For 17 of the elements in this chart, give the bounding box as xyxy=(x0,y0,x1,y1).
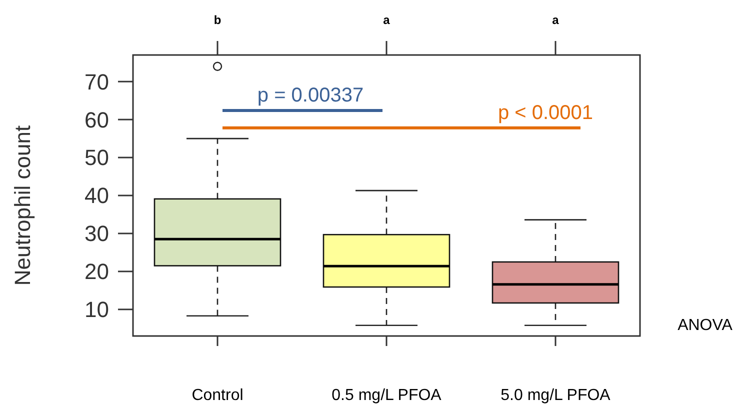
x-tick-label: 0.5 mg/L PFOA xyxy=(332,387,442,404)
y-tick-label: 20 xyxy=(84,259,109,284)
y-tick-label: 30 xyxy=(84,221,109,246)
y-tick-label: 60 xyxy=(84,107,109,132)
text: a xyxy=(383,13,390,27)
x-tick-label: Control xyxy=(192,387,244,404)
text: a xyxy=(552,13,560,27)
y-tick-label: 10 xyxy=(84,297,109,322)
x-tick-label: 5.0 mg/L PFOA xyxy=(500,387,611,404)
annotation: p = 0.00337 xyxy=(257,84,364,106)
text: ANOVA xyxy=(678,317,733,334)
text: b xyxy=(214,13,222,27)
y-axis-title: Neutrophil count xyxy=(10,125,35,286)
y-tick-label: 70 xyxy=(84,69,109,94)
annotation: p < 0.0001 xyxy=(498,102,594,124)
y-tick-label: 40 xyxy=(84,183,109,208)
y-tick-label: 50 xyxy=(84,145,109,170)
